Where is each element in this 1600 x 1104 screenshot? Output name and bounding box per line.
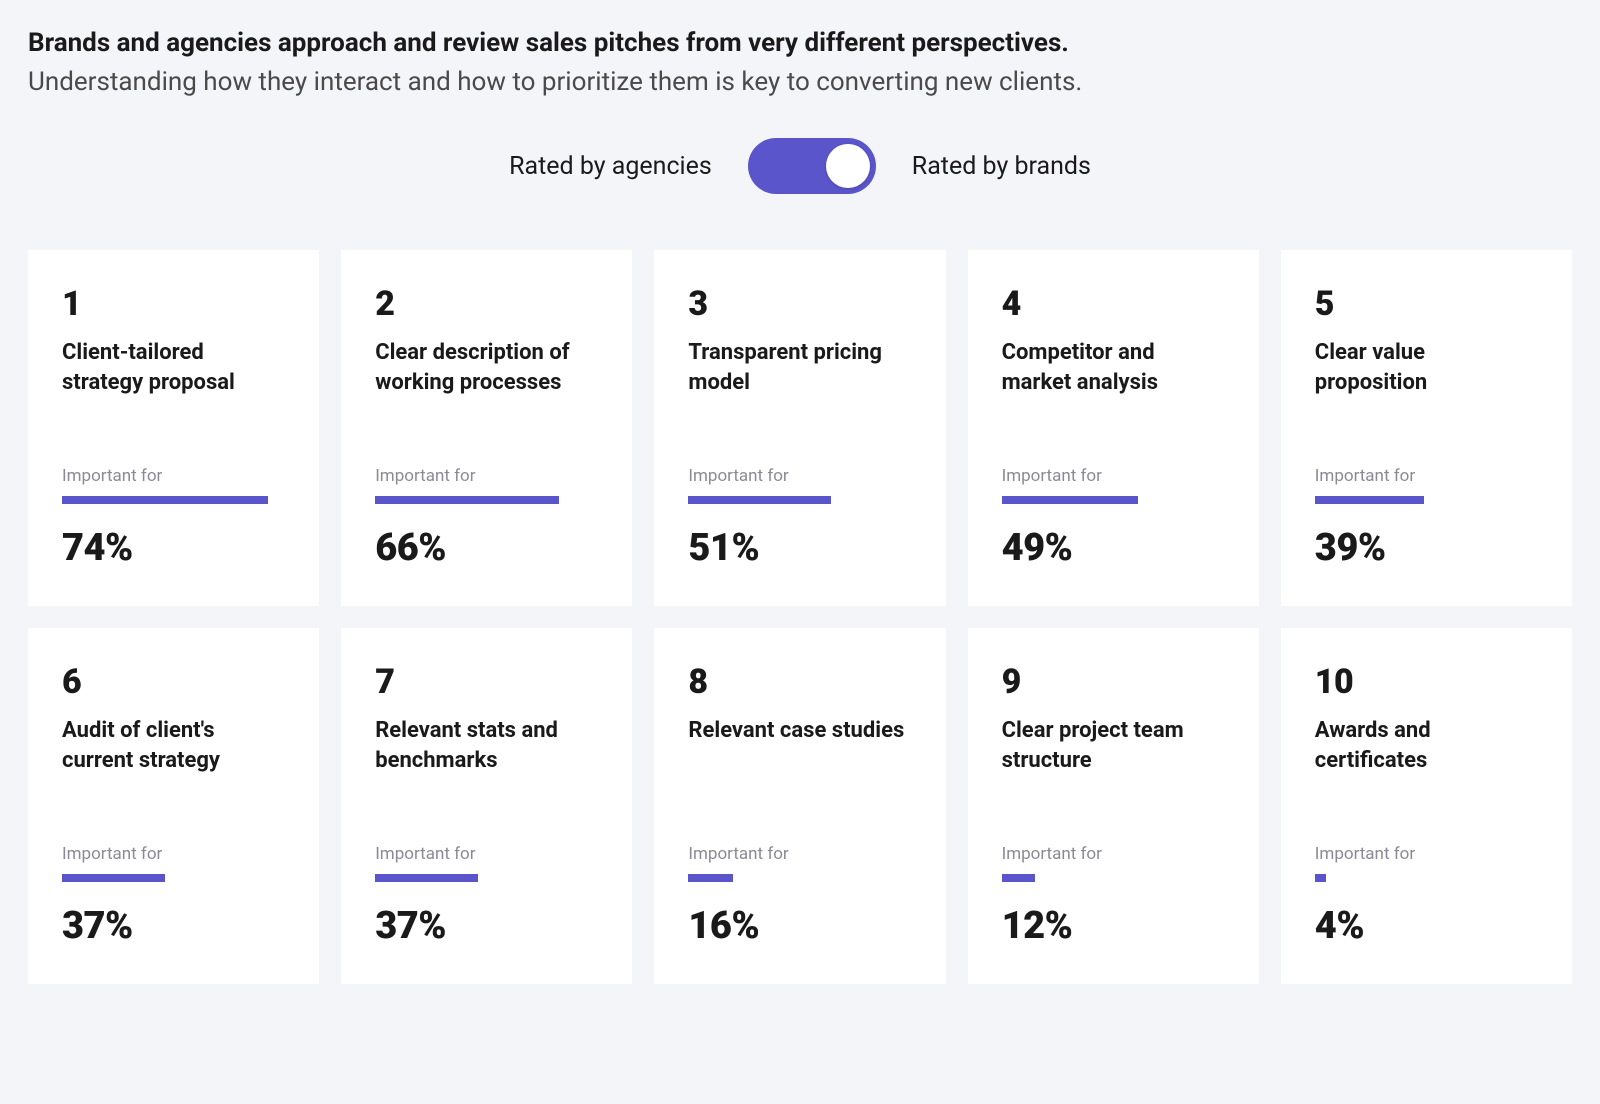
rank-card: 3 Transparent pricing model Important for 5… — [654, 250, 945, 606]
importance-bar — [375, 496, 598, 504]
card-percent: 4% — [1315, 904, 1538, 948]
importance-bar-fill — [688, 874, 733, 882]
toggle-row: Rated by agencies Rated by brands — [28, 138, 1572, 194]
card-title: Clear description of working processes — [375, 338, 598, 428]
card-title: Clear project team structure — [1002, 716, 1225, 806]
importance-bar-fill — [1002, 496, 1139, 504]
card-title: Clear value proposition — [1315, 338, 1538, 428]
card-rank: 1 — [62, 284, 285, 324]
importance-bar — [1002, 874, 1225, 882]
card-sub-label: Important for — [375, 844, 598, 864]
card-rank: 9 — [1002, 662, 1225, 702]
cards-grid: 1 Client-tailored strategy proposal Import… — [28, 250, 1572, 984]
importance-bar — [62, 874, 285, 882]
importance-bar-fill — [1315, 874, 1326, 882]
card-percent: 51% — [688, 526, 911, 570]
importance-bar — [1315, 496, 1538, 504]
importance-bar — [375, 874, 598, 882]
importance-bar — [688, 874, 911, 882]
card-percent: 37% — [62, 904, 285, 948]
rank-card: 2 Clear description of working processes I… — [341, 250, 632, 606]
heading-light: Understanding how they interact and how … — [28, 63, 1572, 102]
heading-block: Brands and agencies approach and review … — [28, 24, 1572, 102]
card-percent: 49% — [1002, 526, 1225, 570]
importance-bar-fill — [688, 496, 830, 504]
importance-bar-fill — [375, 496, 559, 504]
card-sub-label: Important for — [1002, 844, 1225, 864]
importance-bar — [1315, 874, 1538, 882]
card-rank: 8 — [688, 662, 911, 702]
heading-bold: Brands and agencies approach and review … — [28, 24, 1572, 63]
rank-card: 8 Relevant case studies Important for 16% — [654, 628, 945, 984]
card-rank: 2 — [375, 284, 598, 324]
rank-card: 9 Clear project team structure Important f… — [968, 628, 1259, 984]
card-percent: 39% — [1315, 526, 1538, 570]
card-title: Competitor and market analysis — [1002, 338, 1225, 428]
rank-card: 4 Competitor and market analysis Important… — [968, 250, 1259, 606]
card-percent: 12% — [1002, 904, 1225, 948]
card-rank: 10 — [1315, 662, 1538, 702]
card-title: Relevant stats and benchmarks — [375, 716, 598, 806]
rating-source-toggle[interactable] — [748, 138, 876, 194]
card-title: Client-tailored strategy proposal — [62, 338, 285, 428]
card-title: Transparent pricing model — [688, 338, 911, 428]
importance-bar — [1002, 496, 1225, 504]
rank-card: 5 Clear value proposition Important for 39% — [1281, 250, 1572, 606]
importance-bar — [688, 496, 911, 504]
importance-bar-fill — [62, 874, 165, 882]
importance-bar — [62, 496, 285, 504]
card-rank: 6 — [62, 662, 285, 702]
card-rank: 3 — [688, 284, 911, 324]
card-rank: 7 — [375, 662, 598, 702]
toggle-label-right[interactable]: Rated by brands — [912, 152, 1091, 181]
rank-card: 10 Awards and certificates Important for 4% — [1281, 628, 1572, 984]
card-percent: 37% — [375, 904, 598, 948]
card-sub-label: Important for — [62, 466, 285, 486]
card-percent: 16% — [688, 904, 911, 948]
card-sub-label: Important for — [1315, 466, 1538, 486]
importance-bar-fill — [1002, 874, 1035, 882]
card-percent: 74% — [62, 526, 285, 570]
rank-card: 7 Relevant stats and benchmarks Important … — [341, 628, 632, 984]
toggle-label-left[interactable]: Rated by agencies — [509, 152, 712, 181]
card-rank: 4 — [1002, 284, 1225, 324]
card-sub-label: Important for — [1002, 466, 1225, 486]
card-title: Awards and certificates — [1315, 716, 1538, 806]
importance-bar-fill — [375, 874, 478, 882]
card-title: Audit of client's current strategy — [62, 716, 285, 806]
rank-card: 6 Audit of client's current strategy Impor… — [28, 628, 319, 984]
importance-bar-fill — [1315, 496, 1424, 504]
card-sub-label: Important for — [1315, 844, 1538, 864]
toggle-knob — [826, 144, 870, 188]
card-percent: 66% — [375, 526, 598, 570]
card-sub-label: Important for — [688, 844, 911, 864]
rank-card: 1 Client-tailored strategy proposal Import… — [28, 250, 319, 606]
card-sub-label: Important for — [375, 466, 598, 486]
card-rank: 5 — [1315, 284, 1538, 324]
card-title: Relevant case studies — [688, 716, 911, 806]
card-sub-label: Important for — [62, 844, 285, 864]
card-sub-label: Important for — [688, 466, 911, 486]
importance-bar-fill — [62, 496, 268, 504]
